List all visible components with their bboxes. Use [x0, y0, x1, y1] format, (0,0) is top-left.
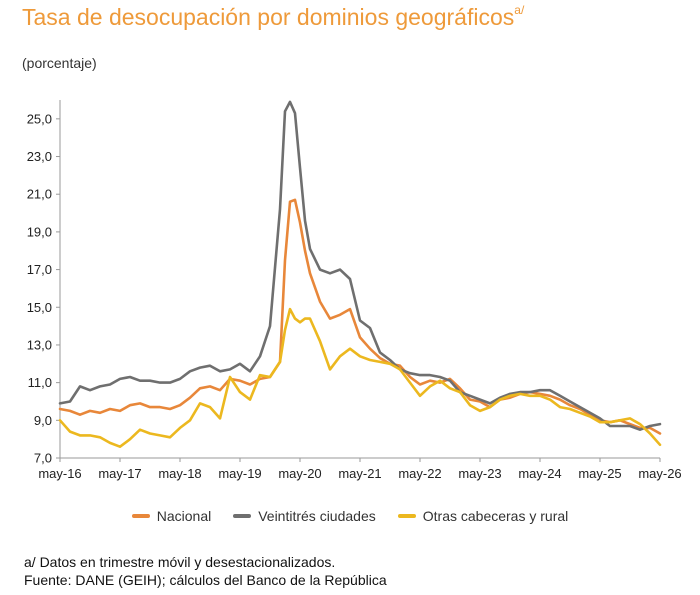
title-footnote-marker: a/	[514, 3, 525, 18]
footnote: a/ Datos en trimestre móvil y desestacio…	[24, 554, 336, 570]
chart-notes: a/ Datos en trimestre móvil y desestacio…	[24, 553, 387, 589]
legend-swatch	[397, 514, 416, 518]
legend-swatch	[233, 514, 252, 518]
chart-title: Tasa de desocupación por dominios geográ…	[22, 3, 525, 30]
x-tick-label: may-26	[638, 466, 681, 481]
x-tick-label: may-23	[458, 466, 501, 481]
y-tick-label: 23,0	[27, 149, 52, 164]
legend-swatch	[131, 514, 150, 518]
x-tick-label: may-18	[158, 466, 201, 481]
y-tick-label: 7,0	[34, 451, 52, 466]
series-line-veintitres	[58, 100, 662, 431]
y-tick-label: 15,0	[27, 300, 52, 315]
line-chart: 25,023,021,019,017,015,013,011,09,07,0ma…	[27, 100, 682, 481]
y-tick-label: 9,0	[34, 413, 52, 428]
y-tick-label: 17,0	[27, 262, 52, 277]
legend-item-nacional: Nacional	[131, 508, 212, 524]
unit-label: (porcentaje)	[22, 55, 97, 71]
x-tick-label: may-22	[398, 466, 441, 481]
y-tick-label: 21,0	[27, 187, 52, 202]
legend-label: Veintitrés ciudades	[258, 508, 376, 524]
legend-label: Otras cabeceras y rural	[422, 508, 569, 524]
source-note: Fuente: DANE (GEIH); cálculos del Banco …	[24, 572, 387, 588]
chart-legend: Nacional Veintitrés ciudades Otras cabecer…	[0, 508, 700, 524]
x-tick-label: may-17	[98, 466, 141, 481]
y-tick-label: 19,0	[27, 224, 52, 239]
x-tick-label: may-16	[38, 466, 81, 481]
y-tick-label: 13,0	[27, 337, 52, 352]
legend-item-otras: Otras cabeceras y rural	[397, 508, 569, 524]
x-tick-label: may-19	[218, 466, 261, 481]
x-tick-label: may-24	[518, 466, 561, 481]
y-tick-label: 25,0	[27, 111, 52, 126]
x-tick-label: may-20	[278, 466, 321, 481]
y-tick-label: 11,0	[28, 375, 52, 390]
legend-item-veintitres: Veintitrés ciudades	[233, 508, 376, 524]
x-tick-label: may-25	[578, 466, 621, 481]
x-tick-label: may-21	[338, 466, 381, 481]
legend-label: Nacional	[156, 508, 212, 524]
series-line-nacional	[58, 198, 662, 435]
series-line-otras	[58, 307, 662, 448]
